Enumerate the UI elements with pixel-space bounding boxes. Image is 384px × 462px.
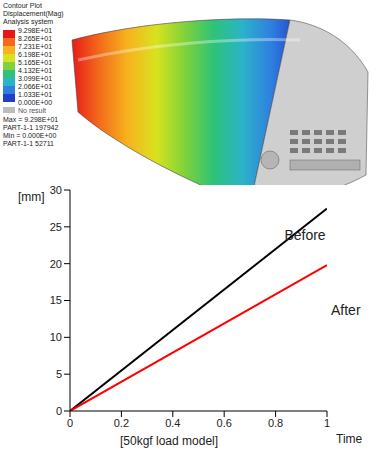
svg-text:0.000E+00: 0.000E+00 — [18, 99, 52, 106]
svg-text:5: 5 — [56, 368, 62, 380]
svg-text:0: 0 — [67, 417, 73, 429]
svg-text:9.298E+01: 9.298E+01 — [18, 27, 52, 34]
svg-text:Max = 9.298E+01: Max = 9.298E+01 — [3, 116, 58, 123]
svg-text:After: After — [331, 302, 361, 318]
html-text:Time: Time — [336, 432, 363, 446]
svg-text:25: 25 — [50, 221, 62, 233]
svg-text:1.033E+01: 1.033E+01 — [18, 91, 52, 98]
svg-text:Displacement(Mag): Displacement(Mag) — [3, 10, 64, 18]
svg-text:6.198E+01: 6.198E+01 — [18, 51, 52, 58]
svg-text:Contour Plot: Contour Plot — [3, 2, 42, 9]
svg-text:No result: No result — [18, 107, 46, 114]
svg-text:2.066E+01: 2.066E+01 — [18, 83, 52, 90]
svg-text:PART-1-1 52711: PART-1-1 52711 — [3, 140, 54, 147]
svg-text:8.265E+01: 8.265E+01 — [18, 35, 52, 42]
svg-text:1: 1 — [324, 417, 330, 429]
svg-text:10: 10 — [50, 331, 62, 343]
svg-text:Analysis system: Analysis system — [3, 18, 53, 26]
svg-text:3.099E+01: 3.099E+01 — [18, 75, 52, 82]
svg-text:PART-1-1 197942: PART-1-1 197942 — [3, 124, 58, 131]
svg-text:0.8: 0.8 — [268, 417, 283, 429]
svg-text:Min = 0.000E+00: Min = 0.000E+00 — [3, 132, 56, 139]
svg-text:0.2: 0.2 — [114, 417, 129, 429]
svg-text:0.6: 0.6 — [217, 417, 232, 429]
svg-text:0.4: 0.4 — [165, 417, 180, 429]
svg-text:30: 30 — [50, 184, 62, 196]
html-text:[mm]: [mm] — [18, 190, 45, 204]
svg-text:7.231E+01: 7.231E+01 — [18, 43, 52, 50]
svg-text:15: 15 — [50, 294, 62, 306]
svg-text:20: 20 — [50, 258, 62, 270]
svg-text:0: 0 — [56, 405, 62, 417]
svg-text:4.132E+01: 4.132E+01 — [18, 67, 52, 74]
html-text:[50kgf load model]: [50kgf load model] — [120, 434, 219, 448]
svg-text:Before: Before — [284, 227, 325, 243]
svg-text:5.165E+01: 5.165E+01 — [18, 59, 52, 66]
